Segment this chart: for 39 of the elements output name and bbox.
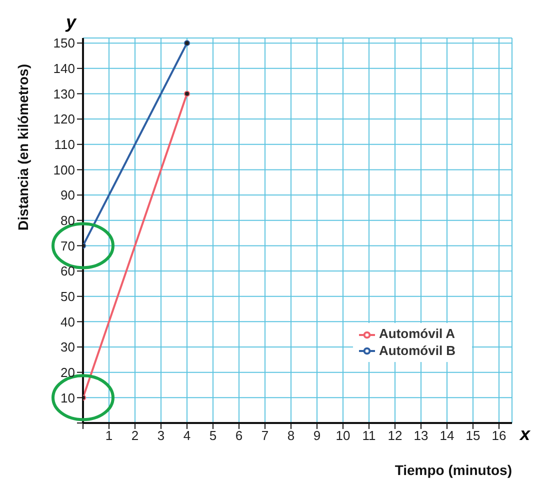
point	[184, 90, 190, 97]
x-tick-label: 1	[105, 428, 113, 444]
x-tick-label: 7	[261, 428, 269, 444]
y-tick-label: 10	[60, 390, 75, 406]
y-tick-label: 50	[60, 288, 75, 304]
x-tick-label: 11	[362, 428, 376, 444]
y-tick-label: 150	[53, 36, 75, 51]
x-tick-label: 8	[287, 428, 295, 444]
point	[184, 40, 190, 46]
x-tick-label: 14	[440, 428, 454, 444]
x-tick-label: 16	[492, 428, 506, 444]
x-tick-label: 15	[466, 428, 480, 444]
x-axis-title: Tiempo (minutos)	[394, 462, 512, 478]
x-tick-label: 5	[209, 428, 217, 444]
x-tick-label: 13	[414, 428, 428, 444]
x-tick-label: 12	[388, 428, 402, 444]
y-tick-label: 70	[60, 238, 75, 254]
y-tick-label: 100	[53, 162, 75, 178]
y-tick-label: 60	[60, 264, 75, 279]
y-tick-label: 20	[60, 364, 75, 380]
y-axis-title: Distancia (en kilómetros)	[14, 64, 31, 230]
x-tick-label: 6	[235, 428, 243, 444]
legend-label: Automóvil B	[379, 342, 456, 358]
text: x	[520, 424, 530, 445]
y-tick-label: 40	[60, 314, 75, 330]
y-tick-label: 140	[53, 61, 75, 76]
x-tick-label: 4	[183, 428, 191, 444]
y-tick-label: 120	[53, 112, 75, 127]
text: y	[66, 12, 76, 33]
x-tick-label: 10	[336, 428, 350, 444]
legend-label: Automóvil A	[379, 326, 456, 341]
x-tick-label: 2	[131, 428, 139, 444]
y-tick-label: 130	[53, 86, 75, 102]
y-tick-label: 30	[60, 340, 75, 355]
x-tick-label: 3	[157, 428, 165, 444]
y-tick-label: 110	[54, 136, 75, 152]
x-tick-label: 9	[313, 428, 321, 444]
y-tick-label: 80	[60, 212, 75, 228]
y-tick-label: 90	[60, 188, 75, 203]
